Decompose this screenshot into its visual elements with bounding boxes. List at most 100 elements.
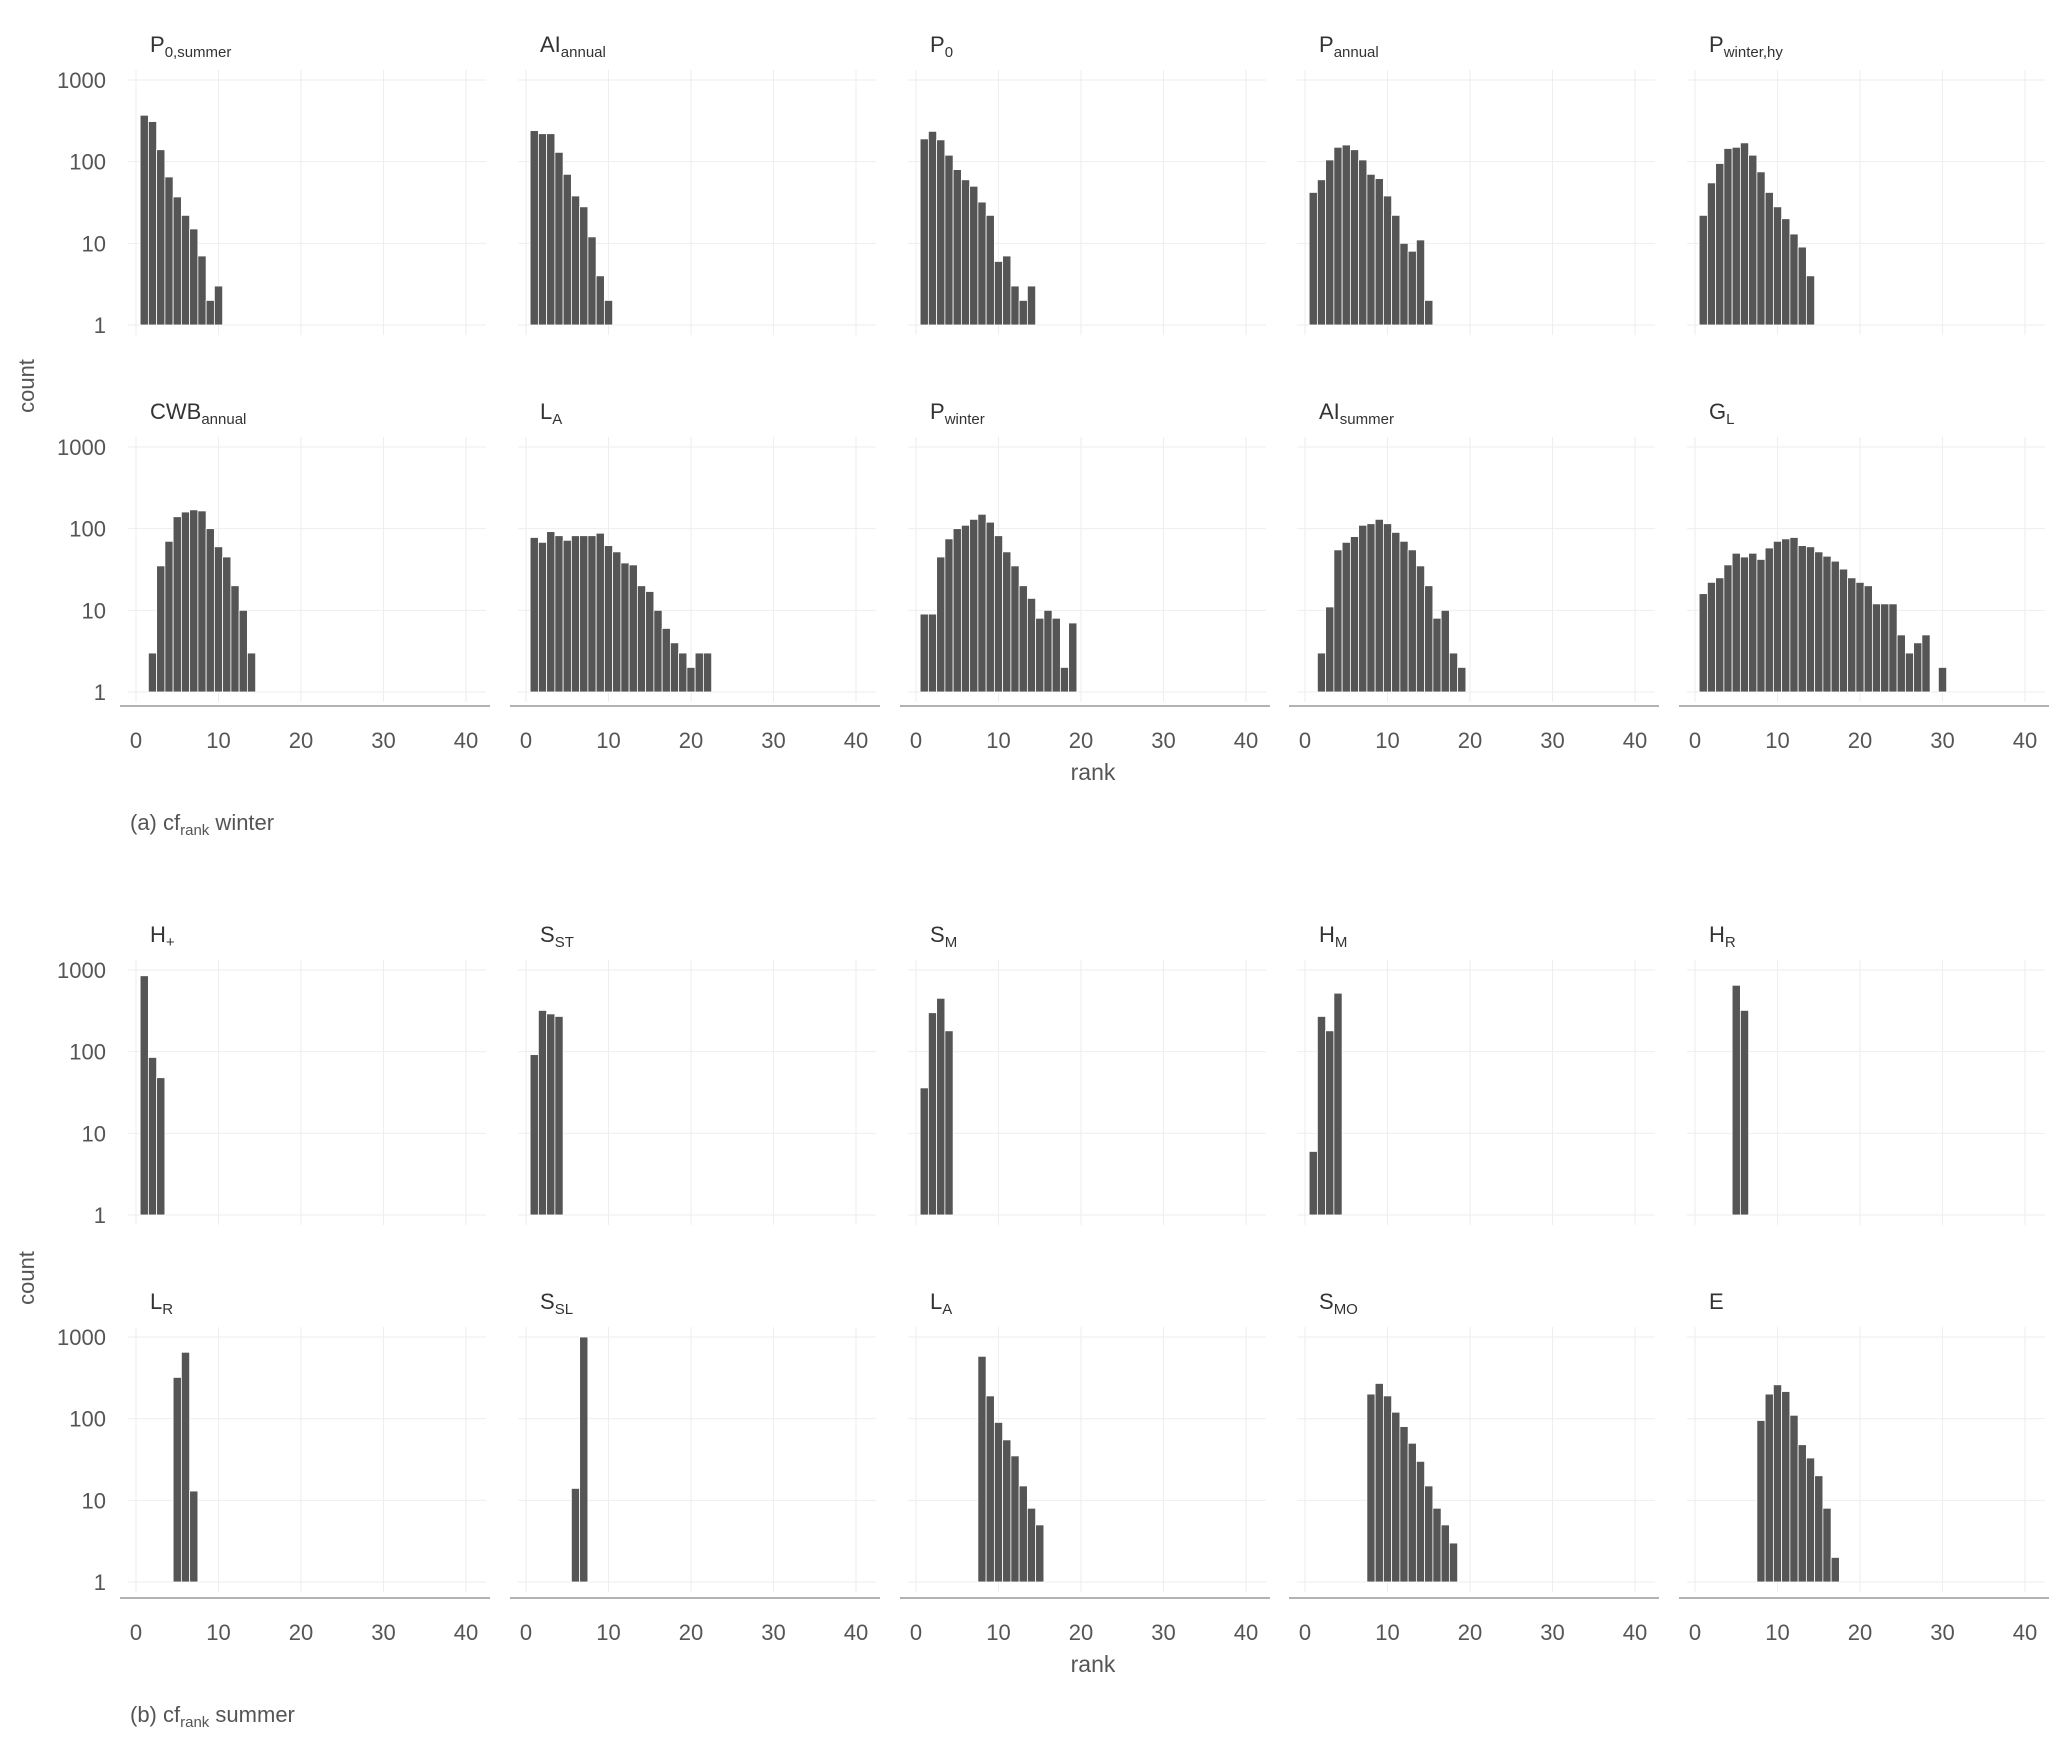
bar	[653, 609, 663, 693]
bar	[1043, 609, 1053, 693]
panel: AIannual	[518, 32, 876, 335]
panel-title-main: S	[540, 1289, 555, 1314]
bar	[197, 510, 207, 693]
bar	[164, 176, 174, 326]
bar	[1772, 206, 1783, 326]
panel-title: Pannual	[1319, 32, 1379, 61]
bar	[1424, 585, 1434, 693]
y-tick-label: 1	[94, 1203, 106, 1228]
bar	[587, 236, 597, 326]
panel-title: CWBannual	[150, 399, 246, 428]
x-tick-label: 10	[986, 1620, 1010, 1645]
bar	[1715, 163, 1725, 326]
panel-grid	[1687, 1327, 2045, 1592]
y-tick-label: 10	[82, 231, 106, 256]
panel-grid	[1297, 960, 1655, 1225]
panel-title-sub: annual	[1334, 44, 1379, 61]
panel: Pwinter 0 10 20 30 40	[900, 399, 1270, 753]
bar	[1698, 593, 1708, 693]
x-tick-label: 20	[289, 728, 313, 753]
bar	[246, 652, 257, 693]
bar	[1448, 1542, 1459, 1583]
bar	[1018, 585, 1028, 693]
x-tick-label: 0	[130, 1620, 142, 1645]
bar	[1748, 154, 1758, 326]
bar	[1731, 984, 1741, 1216]
x-tick-label: 30	[371, 728, 395, 753]
bar	[1731, 146, 1741, 326]
x-tick-label: 10	[206, 1620, 230, 1645]
bar	[1051, 617, 1061, 693]
panel-title-sub: M	[945, 934, 958, 951]
panel-title-sub: A	[552, 411, 562, 428]
x-axis-label: rank	[1071, 1651, 1116, 1677]
panel-title-main: P	[1319, 32, 1334, 57]
bar	[1822, 1507, 1832, 1583]
bar	[156, 149, 166, 326]
bar	[1358, 524, 1368, 693]
panel-bars	[172, 1351, 199, 1583]
bar	[189, 509, 199, 693]
panel-grid	[1687, 960, 2045, 1225]
panel-title: AIsummer	[1319, 399, 1394, 428]
panel-bars	[1366, 1383, 1459, 1583]
x-tick-label: 0	[1299, 728, 1311, 753]
panel-title-main: E	[1709, 1289, 1724, 1314]
bar	[1374, 178, 1384, 326]
panel-bars	[1308, 992, 1343, 1216]
bar	[620, 562, 630, 693]
panel-title-main: L	[150, 1289, 162, 1314]
bar	[1814, 1475, 1824, 1583]
panel-title-main: CWB	[150, 399, 201, 424]
x-tick-label: 40	[1623, 728, 1647, 753]
panel-title: P0	[930, 32, 953, 61]
bar	[669, 642, 680, 693]
panel-title-main: AI	[540, 32, 561, 57]
bar	[1855, 581, 1865, 693]
bar	[977, 1355, 987, 1583]
y-tick-label: 100	[69, 517, 106, 542]
bar	[636, 585, 647, 693]
bar	[1756, 1420, 1766, 1583]
bar	[546, 1013, 556, 1216]
bar	[562, 539, 572, 693]
x-tick-label: 30	[1151, 1620, 1175, 1645]
bar	[1805, 275, 1816, 326]
panel-bars	[919, 997, 954, 1216]
x-tick-label: 40	[2013, 728, 2037, 753]
panel-title-main: P	[150, 32, 165, 57]
bar	[197, 255, 207, 326]
bar	[1382, 195, 1393, 326]
bar	[960, 179, 971, 326]
bar	[1374, 518, 1384, 693]
bar	[595, 532, 605, 693]
bar	[1440, 609, 1450, 693]
panel: SSL 0 10 20 30 40	[510, 1289, 880, 1645]
x-tick-label: 0	[520, 1620, 532, 1645]
y-tick-label: 1	[94, 680, 106, 705]
x-tick-label: 10	[1375, 1620, 1399, 1645]
bar	[919, 1087, 929, 1216]
panel-title-main: P	[930, 399, 945, 424]
panel-title-sub: +	[166, 934, 175, 951]
x-tick-label: 20	[1848, 1620, 1872, 1645]
x-tick-label: 30	[1930, 728, 1954, 753]
panel-title: H+	[150, 922, 175, 951]
panel-title-main: H	[150, 922, 166, 947]
bar	[1805, 546, 1816, 693]
panel-title: GL	[1709, 399, 1734, 428]
panel-title-main: G	[1709, 399, 1726, 424]
bar	[1432, 617, 1442, 693]
bar	[1896, 634, 1906, 693]
bar	[1739, 142, 1750, 326]
bar	[919, 613, 929, 693]
bar	[1035, 1524, 1045, 1583]
y-axis-label: count	[14, 359, 39, 413]
x-tick-label: 0	[1689, 728, 1701, 753]
bar	[944, 1030, 954, 1216]
x-tick-label: 40	[454, 1620, 478, 1645]
panel-title: LA	[540, 399, 562, 428]
y-tick-label: 1000	[57, 958, 106, 983]
bar	[213, 546, 224, 693]
